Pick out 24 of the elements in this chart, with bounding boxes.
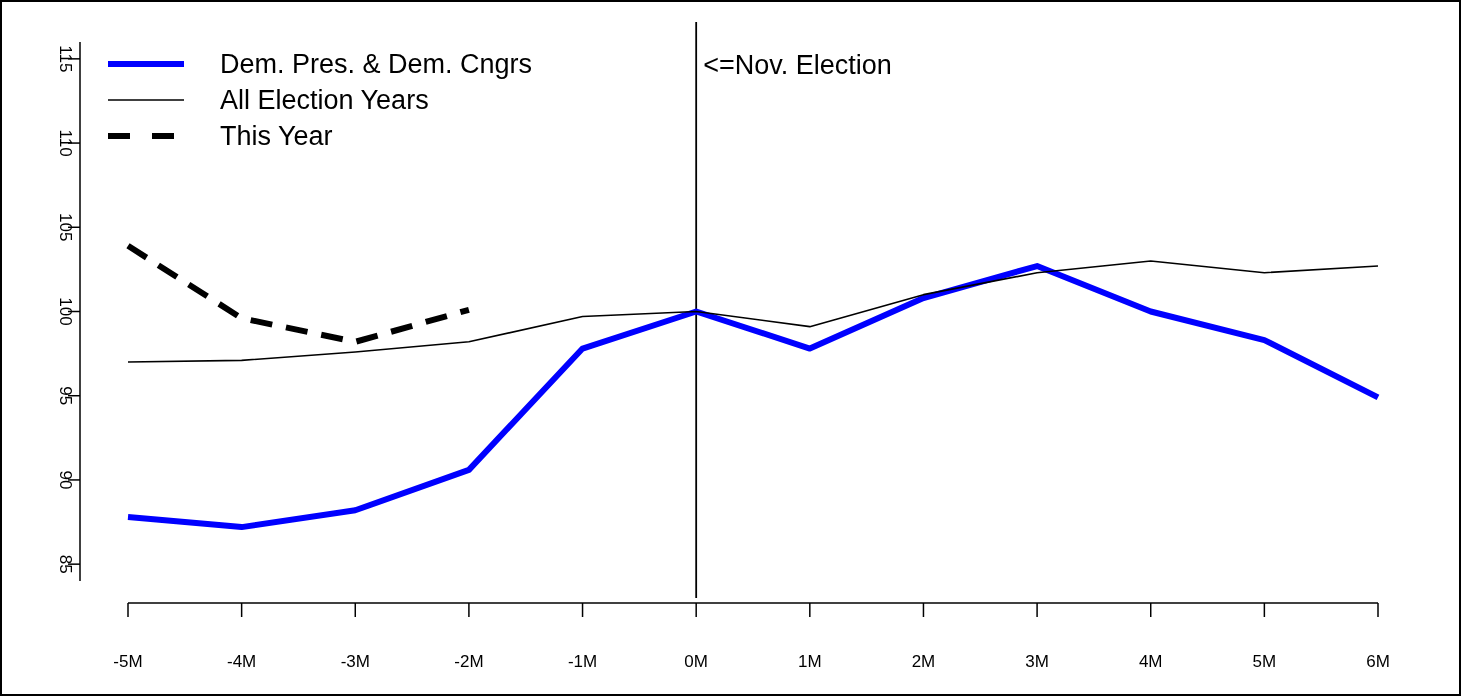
legend-label: All Election Years [220, 85, 429, 115]
x-tick-label: 2M [911, 652, 936, 671]
x-tick-label: -2M [454, 652, 484, 671]
ref-line-label: <=Nov. Election [703, 50, 892, 80]
x-tick-label: 5M [1252, 652, 1277, 671]
x-tick-label: -1M [567, 652, 598, 671]
x-tick-label: 0M [684, 652, 708, 671]
line-series [127, 260, 1379, 363]
y-tick-label: 105 [56, 213, 75, 242]
x-tick-label: 4M [1138, 652, 1163, 671]
x-tick-label: -3M [340, 652, 370, 671]
x-tick-label: -4M [227, 652, 257, 671]
x-tick-label: 1M [798, 652, 822, 671]
y-tick-label: 100 [56, 297, 75, 326]
y-tick-label: 85 [56, 554, 75, 574]
y-tick-label: 90 [56, 470, 75, 490]
x-tick-label: 3M [1025, 652, 1049, 671]
y-tick-label: 115 [56, 45, 75, 73]
legend-label: Dem. Pres. & Dem. Cngrs [220, 49, 533, 79]
legend-label: This Year [220, 121, 333, 151]
y-tick-label: 95 [56, 386, 75, 406]
x-tick-label: 6M [1366, 652, 1390, 671]
y-tick-label: 110 [56, 129, 75, 157]
x-tick-label: -5M [113, 652, 143, 671]
